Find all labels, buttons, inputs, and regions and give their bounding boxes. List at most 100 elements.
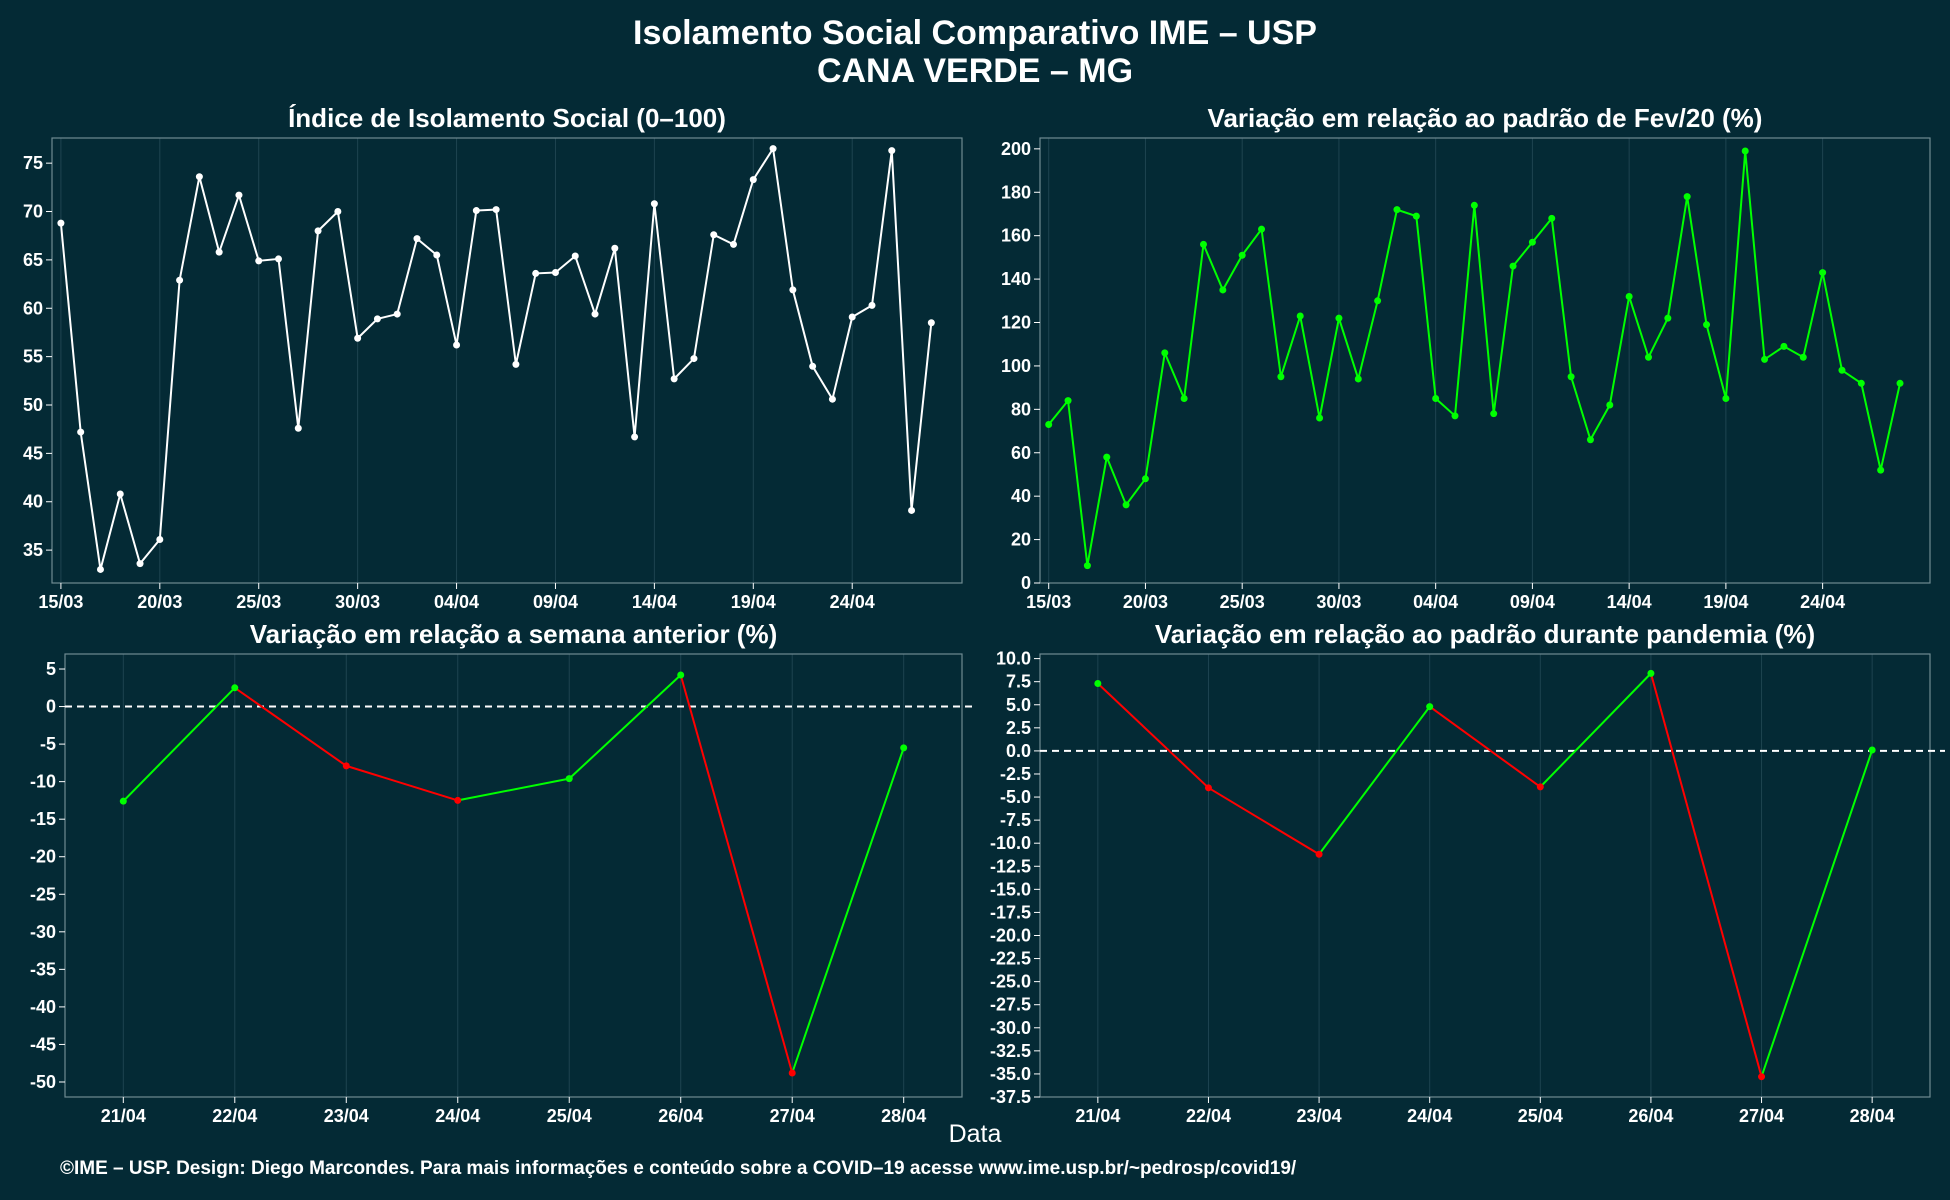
y-tick-label: -15.0 bbox=[990, 879, 1031, 899]
main-title: Isolamento Social Comparativo IME – USP bbox=[633, 14, 1317, 52]
data-point bbox=[611, 244, 619, 252]
data-point bbox=[1509, 262, 1517, 270]
data-point bbox=[1548, 214, 1556, 222]
panel-border bbox=[1039, 653, 1931, 1098]
series-segment bbox=[345, 764, 459, 802]
y-tick-label: -27.5 bbox=[990, 995, 1031, 1015]
series-segment bbox=[568, 674, 682, 780]
x-tick-label: 24/04 bbox=[435, 1106, 480, 1126]
y-tick-label: -10.0 bbox=[990, 833, 1031, 853]
y-tick-label: -22.5 bbox=[990, 949, 1031, 969]
data-point bbox=[1354, 375, 1362, 383]
data-point bbox=[1606, 401, 1614, 409]
data-point bbox=[1647, 669, 1655, 677]
y-tick-label: -50 bbox=[30, 1072, 56, 1092]
data-point bbox=[393, 310, 401, 318]
data-point bbox=[888, 147, 896, 155]
data-point bbox=[77, 428, 85, 436]
data-point bbox=[354, 334, 362, 342]
main-subtitle: CANA VERDE – MG bbox=[816, 52, 1134, 90]
x-tick-label: 25/03 bbox=[1220, 592, 1265, 612]
chart-fev20: Variação em relação ao padrão de Fev/20 … bbox=[1001, 103, 1931, 612]
panel-border bbox=[64, 653, 963, 1098]
series-segment bbox=[791, 747, 905, 1074]
y-tick-label: 40 bbox=[1011, 486, 1031, 506]
y-tick-label: -7.5 bbox=[1000, 810, 1031, 830]
data-point bbox=[1219, 286, 1227, 294]
data-point bbox=[1451, 412, 1459, 420]
data-point bbox=[454, 796, 462, 804]
data-point bbox=[1335, 314, 1343, 322]
y-tick-label: 0 bbox=[1021, 573, 1031, 593]
data-point bbox=[136, 560, 144, 568]
y-tick-label: 200 bbox=[1001, 139, 1031, 159]
data-point bbox=[1141, 475, 1149, 483]
data-point bbox=[1277, 373, 1285, 381]
data-point bbox=[116, 490, 124, 498]
y-tick-label: -15 bbox=[30, 809, 56, 829]
data-point bbox=[927, 319, 935, 327]
data-point bbox=[1683, 193, 1691, 201]
data-point bbox=[1741, 147, 1749, 155]
data-point bbox=[1625, 292, 1633, 300]
series-segment bbox=[1207, 786, 1320, 856]
data-point bbox=[1857, 379, 1865, 387]
data-point bbox=[1258, 225, 1266, 233]
data-point bbox=[710, 231, 718, 239]
panel-title: Variação em relação a semana anterior (%… bbox=[250, 619, 778, 649]
x-tick-label: 23/04 bbox=[1297, 1106, 1342, 1126]
x-tick-label: 21/04 bbox=[101, 1106, 146, 1126]
data-point bbox=[1161, 349, 1169, 357]
data-point bbox=[1868, 746, 1876, 754]
data-point bbox=[119, 797, 127, 805]
data-point bbox=[532, 269, 540, 277]
data-point bbox=[1470, 201, 1478, 209]
y-tick-label: 140 bbox=[1001, 269, 1031, 289]
footer-credit: ©IME – USP. Design: Diego Marcondes. Par… bbox=[60, 1158, 1297, 1179]
x-tick-label: 20/03 bbox=[137, 592, 182, 612]
x-tick-label: 28/04 bbox=[1850, 1106, 1895, 1126]
y-tick-label: -37.5 bbox=[990, 1087, 1031, 1107]
data-point bbox=[314, 227, 322, 235]
data-point bbox=[730, 240, 738, 248]
data-point bbox=[908, 506, 916, 514]
y-tick-label: 70 bbox=[23, 202, 43, 222]
data-point bbox=[1412, 212, 1420, 220]
x-tick-label: 15/03 bbox=[1026, 592, 1071, 612]
data-point bbox=[1896, 379, 1904, 387]
data-point bbox=[334, 208, 342, 216]
series-segment bbox=[1318, 706, 1431, 855]
y-tick-label: 40 bbox=[23, 492, 43, 512]
panel-title: Índice de Isolamento Social (0–100) bbox=[288, 103, 726, 133]
y-tick-label: 5.0 bbox=[1006, 695, 1031, 715]
data-point bbox=[472, 207, 480, 215]
data-point bbox=[1877, 466, 1885, 474]
data-point bbox=[57, 219, 65, 227]
data-point bbox=[492, 206, 500, 214]
y-tick-label: 5 bbox=[46, 659, 56, 679]
series-segment bbox=[679, 674, 794, 1074]
x-tick-label: 26/04 bbox=[1628, 1106, 1673, 1126]
x-tick-label: 14/04 bbox=[1607, 592, 1652, 612]
data-point bbox=[1722, 394, 1730, 402]
data-point bbox=[1761, 355, 1769, 363]
data-point bbox=[1664, 314, 1672, 322]
y-tick-label: 60 bbox=[1011, 443, 1031, 463]
y-tick-label: 160 bbox=[1001, 226, 1031, 246]
data-point bbox=[1528, 238, 1536, 246]
y-tick-label: 60 bbox=[23, 298, 43, 318]
y-tick-label: 75 bbox=[23, 153, 43, 173]
data-point bbox=[512, 360, 520, 368]
data-point bbox=[571, 252, 579, 260]
series-segment bbox=[1649, 673, 1763, 1077]
y-tick-label: -45 bbox=[30, 1034, 56, 1054]
data-point bbox=[255, 257, 263, 265]
data-point bbox=[1758, 1073, 1766, 1081]
data-point bbox=[848, 313, 856, 321]
data-point bbox=[828, 395, 836, 403]
data-point bbox=[1315, 850, 1323, 858]
data-point bbox=[1426, 703, 1434, 711]
series-segment bbox=[1539, 672, 1652, 788]
series-segment bbox=[1429, 705, 1541, 788]
data-point bbox=[1204, 784, 1212, 792]
